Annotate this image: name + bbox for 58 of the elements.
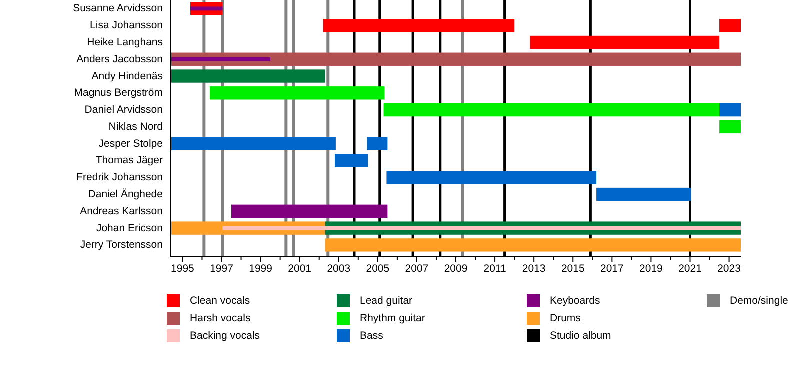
legend-label: Bass (360, 330, 384, 342)
bar (596, 188, 692, 202)
y-tick-label: Lisa Johansson (90, 20, 164, 32)
legend-label: Demo/single (730, 295, 789, 307)
x-tick-label: 2007 (405, 263, 429, 275)
bar (171, 137, 336, 150)
legend-label: Rhythm guitar (360, 312, 426, 324)
y-tick-label: Andy Hindenäs (92, 70, 163, 82)
x-tick-label: 2011 (484, 263, 506, 275)
legend-label: Lead guitar (360, 295, 414, 307)
y-tick-label: Thomas Jäger (96, 154, 164, 167)
bar (222, 226, 741, 230)
bar (720, 19, 741, 32)
x-tick-label: 2003 (327, 263, 351, 275)
x-tick-label: 1995 (171, 263, 195, 275)
bar (384, 103, 720, 117)
y-tick-label: Heike Langhans (87, 36, 163, 48)
bar (386, 171, 597, 184)
legend-label: Keyboards (550, 295, 600, 307)
bar (190, 6, 223, 11)
bar (323, 19, 515, 32)
bar (171, 57, 271, 62)
y-tick-label: Johan Ericson (96, 222, 164, 234)
x-tick-label: 2001 (288, 263, 312, 275)
y-tick-label: Jerry Torstensson (80, 239, 164, 252)
bar (720, 120, 741, 134)
y-tick-label: Andreas Karlsson (80, 205, 164, 218)
x-tick-label: 2009 (444, 263, 468, 275)
x-tick-label: 2013 (522, 263, 546, 275)
x-tick-label: 1997 (210, 263, 234, 275)
x-tick-label: 2005 (366, 263, 390, 275)
legend-label: Backing vocals (190, 330, 260, 342)
y-tick-label: Daniel Arvidsson (84, 104, 164, 116)
x-tick-label: 2017 (600, 263, 624, 275)
y-tick-label: Fredrik Johansson (76, 172, 164, 184)
y-tick-label: Jesper Stolpe (98, 138, 164, 150)
x-tick-label: 1999 (249, 263, 273, 275)
x-tick-label: 2019 (640, 263, 664, 275)
bar (530, 36, 720, 50)
legend-label: Clean vocals (190, 295, 250, 307)
x-tick-label: 2021 (678, 263, 702, 275)
bar (720, 103, 741, 117)
y-tick-label: Niklas Nord (108, 120, 164, 133)
bar (210, 86, 385, 100)
legend-label: Studio album (550, 330, 612, 342)
bar (325, 238, 741, 252)
y-tick-label: Magnus Bergström (74, 87, 164, 100)
x-tick-label: 2023 (718, 263, 742, 275)
bar (334, 154, 368, 168)
legend-label: Drums (550, 312, 581, 324)
y-tick-label: Anders Jacobsson (76, 53, 164, 66)
legend-label: Harsh vocals (190, 312, 251, 324)
y-tick-label: Susanne Arvidsson (73, 2, 164, 15)
bar (367, 137, 388, 150)
x-tick-label: 2015 (561, 263, 585, 275)
bar (171, 52, 741, 66)
bar (171, 70, 326, 83)
y-tick-label: Daniel Änghede (88, 188, 164, 201)
